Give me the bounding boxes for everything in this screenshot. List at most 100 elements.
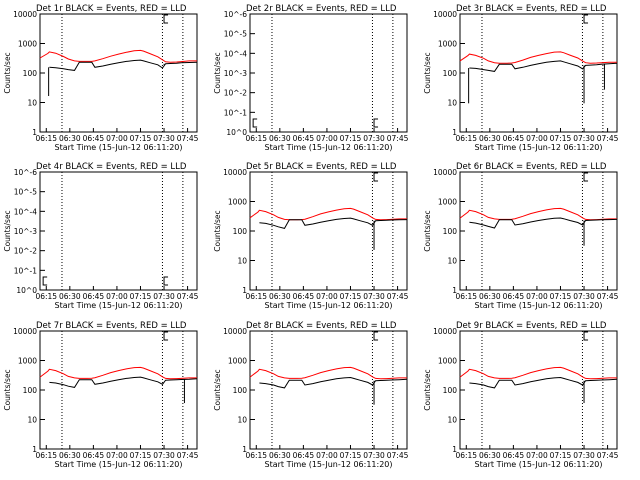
y-tick-label: 10^-5	[224, 30, 248, 39]
y-tick-label: 1	[32, 445, 37, 454]
x-tick-label: 07:15	[130, 134, 152, 143]
y-axis-label: Counts/sec	[213, 369, 222, 410]
y-tick-label: 10^-1	[224, 108, 248, 117]
x-tick-label: 06:30	[479, 134, 501, 143]
x-tick-label: 07:15	[340, 292, 362, 301]
series-lld-line	[39, 366, 197, 380]
x-axis-label: Start Time (15-Jun-12 06:11:20)	[475, 460, 603, 469]
y-tick-label: 10000	[433, 168, 457, 177]
attenuator-marker	[583, 331, 589, 341]
panel-title: Det 5r BLACK = Events, RED = LLD	[246, 162, 397, 172]
y-tick-label: 10^0	[16, 286, 37, 295]
attenuator-marker	[373, 331, 379, 341]
y-tick-label: 10	[27, 99, 37, 108]
y-tick-label: 100	[443, 227, 458, 236]
attenuator-marker	[373, 118, 379, 128]
y-tick-label: 100	[233, 386, 248, 395]
y-tick-label: 10000	[13, 327, 37, 336]
x-tick-label: 07:15	[130, 292, 152, 301]
panel-title: Det 9r BLACK = Events, RED = LLD	[456, 321, 607, 331]
y-tick-label: 10000	[223, 327, 247, 336]
y-tick-label: 10	[237, 416, 247, 425]
x-tick-label: 06:30	[479, 451, 501, 460]
y-axis-label: Counts/sec	[423, 52, 432, 93]
y-tick-label: 1	[242, 286, 247, 295]
plot-frame	[249, 13, 408, 133]
x-axis-label: Start Time (15-Jun-12 06:11:20)	[475, 143, 603, 152]
x-tick-label: 07:30	[153, 292, 175, 301]
x-tick-label: 06:15	[455, 451, 477, 460]
x-tick-label: 07:15	[550, 292, 572, 301]
y-tick-label: 1	[242, 445, 247, 454]
y-tick-label: 10	[447, 257, 457, 266]
x-axis-label: Start Time (15-Jun-12 06:11:20)	[55, 460, 183, 469]
series-lld-line	[459, 51, 617, 64]
attenuator-marker	[163, 331, 169, 341]
x-tick-label: 07:15	[340, 451, 362, 460]
plot-frame	[249, 330, 408, 450]
x-tick-label: 07:45	[387, 451, 409, 460]
x-tick-label: 07:30	[573, 292, 595, 301]
x-tick-label: 07:15	[130, 451, 152, 460]
x-tick-label: 07:15	[550, 451, 572, 460]
x-tick-label: 07:15	[550, 134, 572, 143]
panel-title: Det 6r BLACK = Events, RED = LLD	[456, 162, 607, 172]
x-tick-label: 06:30	[269, 451, 291, 460]
y-tick-label: 10	[447, 416, 457, 425]
panel-title: Det 7r BLACK = Events, RED = LLD	[36, 321, 187, 331]
x-tick-label: 06:45	[83, 292, 105, 301]
panel-title: Det 1r BLACK = Events, RED = LLD	[36, 4, 187, 14]
plot-frame	[459, 171, 618, 291]
x-tick-label: 06:15	[35, 134, 57, 143]
x-tick-label: 06:15	[35, 451, 57, 460]
panel-title: Det 2r BLACK = Events, RED = LLD	[246, 4, 397, 14]
series-events-line	[259, 376, 408, 389]
attenuator-marker	[373, 172, 379, 182]
x-tick-label: 06:30	[269, 134, 291, 143]
y-axis-label: Counts/sec	[213, 52, 222, 93]
x-tick-label: 06:45	[503, 134, 525, 143]
y-tick-label: 1000	[438, 198, 457, 207]
x-tick-label: 06:15	[245, 292, 267, 301]
attenuator-marker	[163, 276, 169, 286]
series-events-line	[469, 60, 618, 72]
y-tick-label: 100	[233, 227, 248, 236]
x-tick-label: 06:30	[59, 292, 81, 301]
x-tick-label: 07:00	[316, 292, 338, 301]
y-axis-label: Counts/sec	[3, 210, 12, 251]
series-lld-line	[249, 207, 407, 221]
x-axis-label: Start Time (15-Jun-12 06:11:20)	[265, 460, 393, 469]
y-tick-label: 10	[27, 416, 37, 425]
y-tick-label: 1000	[18, 40, 37, 49]
x-tick-label: 07:30	[573, 134, 595, 143]
x-tick-label: 06:45	[293, 451, 315, 460]
x-tick-label: 07:45	[177, 134, 199, 143]
y-tick-label: 1	[32, 128, 37, 137]
y-tick-label: 1000	[228, 198, 247, 207]
x-tick-label: 07:00	[526, 134, 548, 143]
y-tick-label: 10^-1	[14, 266, 38, 275]
panel-title: Det 3r BLACK = Events, RED = LLD	[456, 4, 607, 14]
x-axis-label: Start Time (15-Jun-12 06:11:20)	[475, 301, 603, 310]
y-tick-label: 10000	[433, 327, 457, 336]
plot-frame	[459, 330, 618, 450]
series-events-line	[49, 59, 198, 71]
x-tick-label: 06:30	[59, 451, 81, 460]
x-tick-label: 07:30	[153, 134, 175, 143]
x-tick-label: 07:30	[363, 292, 385, 301]
series-events-line	[49, 376, 198, 388]
x-tick-label: 07:00	[526, 292, 548, 301]
x-tick-label: 06:15	[455, 134, 477, 143]
y-tick-label: 10000	[13, 10, 37, 19]
x-tick-label: 07:45	[597, 451, 619, 460]
y-axis-label: Counts/sec	[213, 210, 222, 251]
y-tick-label: 10^-3	[224, 69, 248, 78]
y-axis-label: Counts/sec	[423, 210, 432, 251]
series-lld-line	[459, 207, 617, 221]
plot-frame	[39, 330, 198, 450]
